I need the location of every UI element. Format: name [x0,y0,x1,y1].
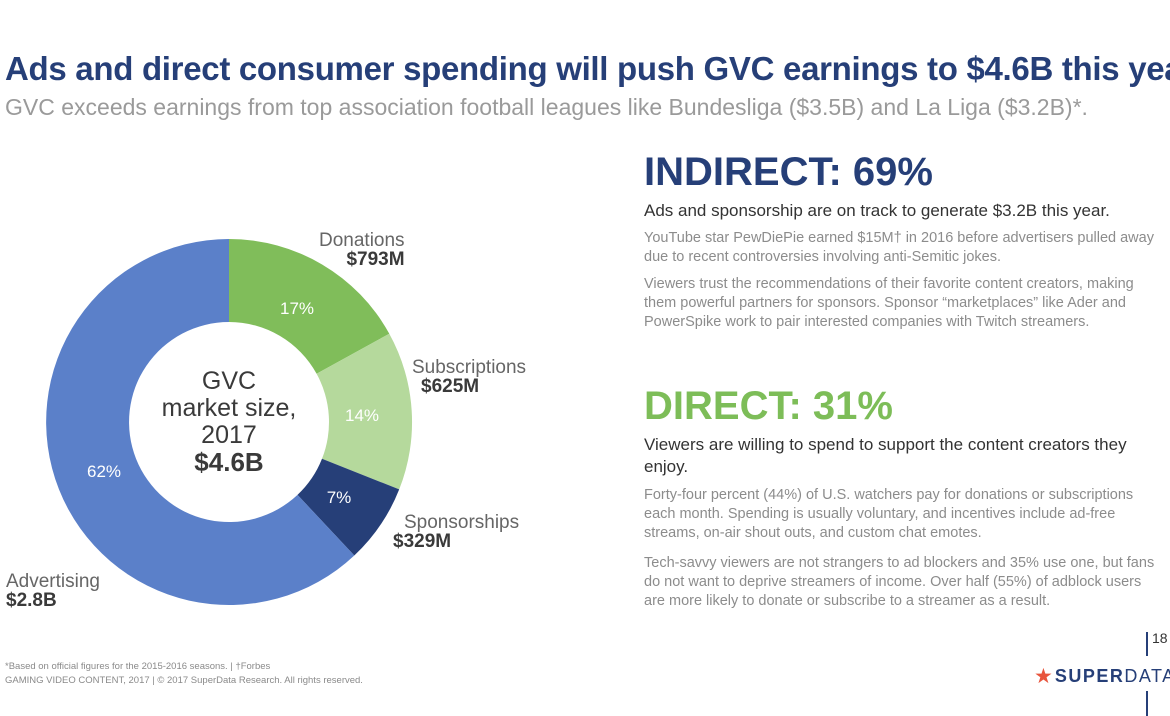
page-divider-bottom [1146,691,1148,716]
page-divider-top [1146,632,1148,656]
page-number: 18 [1152,630,1168,646]
slide-subtitle: GVC exceeds earnings from top associatio… [5,94,1088,120]
indirect-heading: INDIRECT: 69% [644,150,933,194]
center-line-1: GVC [201,367,257,395]
footnote-source: *Based on official figures for the 2015-… [5,661,271,672]
indirect-lead: Ads and sponsorship are on track to gene… [644,201,1110,220]
label-donations-name: Donations [319,230,405,251]
donut-svg [46,239,413,605]
donut-chart: 17% 14% 7% 62% GVC market size, 2017 $4.… [0,220,560,630]
label-subscriptions: Subscriptions $625M [412,358,526,396]
footnote-copyright: GAMING VIDEO CONTENT, 2017 | © 2017 Supe… [5,675,363,686]
direct-paragraph-1: Forty-four percent (44%) of U.S. watcher… [644,487,1134,541]
slice-label-sponsorships: 7% [326,488,352,507]
indirect-paragraph-1: YouTube star PewDiePie earned $15M† in 2… [644,230,1154,265]
label-advertising-name: Advertising [6,571,100,592]
star-icon: ★ [1034,664,1053,688]
slice-label-advertising: 62% [86,462,122,481]
donut-center-text: GVC market size, 2017 $4.6B [162,368,297,476]
label-sponsorships-name: Sponsorships [404,512,520,533]
center-line-3: 2017 [201,421,257,449]
label-sponsorships: Sponsorships $329M [393,513,519,551]
indirect-paragraph-2: Viewers trust the recommendations of the… [644,276,1134,330]
slice-advertising [46,239,355,605]
superdata-logo: ★ SUPER DATA [1034,666,1170,687]
label-advertising: Advertising $2.8B [6,572,100,610]
slice-label-donations: 17% [279,299,315,318]
label-sponsorships-value: $329M [393,531,452,552]
direct-heading: DIRECT: 31% [644,384,893,428]
label-advertising-value: $2.8B [6,590,57,611]
slice-donations [229,239,390,374]
label-donations-value: $793M [346,249,405,270]
footnote: *Based on official figures for the 2015-… [5,660,363,688]
direct-lead: Viewers are willing to spend to support … [644,435,1127,476]
label-donations: Donations $793M [319,231,405,269]
label-subscriptions-value: $625M [421,376,480,397]
slice-label-subscriptions: 14% [344,406,380,425]
direct-paragraph-2: Tech-savvy viewers are not strangers to … [644,555,1155,609]
center-total: $4.6B [194,447,264,477]
center-line-2: market size, [161,394,297,422]
logo-text-bold: SUPER [1054,666,1125,686]
slice-subscriptions [316,333,413,490]
slide-title: Ads and direct consumer spending will pu… [5,50,1170,87]
label-subscriptions-name: Subscriptions [412,357,527,378]
logo-text-light: DATA [1124,666,1170,686]
slice-sponsorships [297,458,400,556]
